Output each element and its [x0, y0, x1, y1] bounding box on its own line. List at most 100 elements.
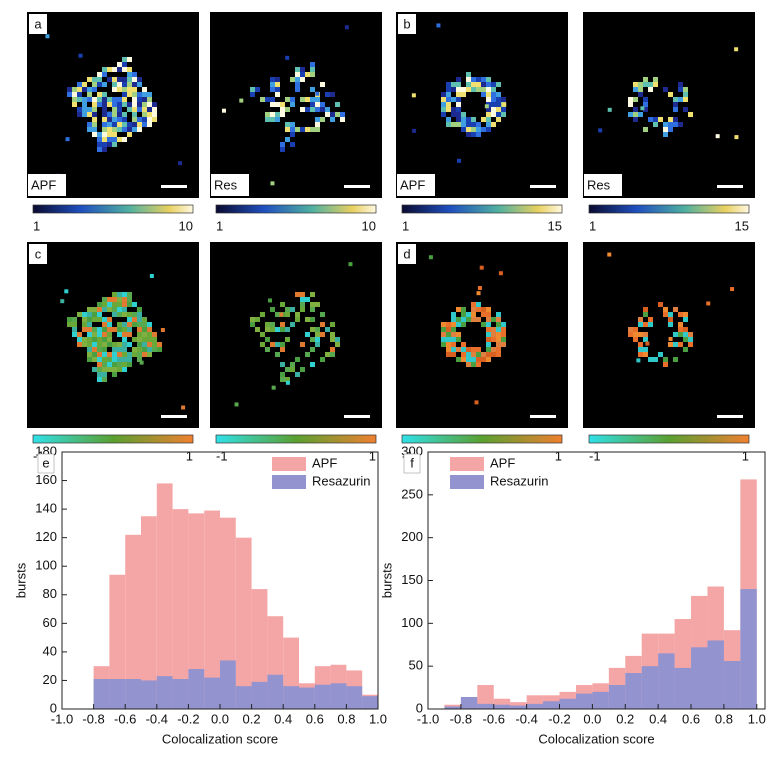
pixel — [315, 342, 320, 347]
pixel — [320, 117, 325, 122]
pixel — [122, 367, 127, 372]
pixel — [147, 327, 152, 332]
pixel — [501, 107, 506, 112]
pixel — [456, 97, 461, 102]
pixel — [127, 327, 132, 332]
pixel — [461, 122, 466, 127]
pixel — [451, 327, 456, 332]
pixel — [633, 87, 638, 92]
pixel — [127, 67, 132, 72]
x-tick-label: 0.6 — [682, 711, 700, 726]
pixel — [496, 82, 501, 87]
pixel — [285, 137, 290, 142]
pixel — [270, 117, 275, 122]
pixel — [92, 132, 97, 137]
legend-label: Resazurin — [490, 473, 549, 488]
pixel — [152, 347, 157, 352]
histogram-bar — [93, 679, 110, 709]
pixel — [673, 97, 678, 102]
pixel — [476, 87, 481, 92]
pixel — [451, 122, 456, 127]
histogram-bar — [156, 483, 173, 709]
pixel — [471, 122, 476, 127]
pixel — [280, 142, 285, 147]
pixel — [491, 112, 496, 117]
pixel — [330, 322, 335, 327]
histogram-bar — [141, 516, 157, 709]
pixel — [87, 112, 92, 117]
pixel — [461, 342, 466, 347]
pixel — [137, 342, 142, 347]
pixel — [486, 97, 491, 102]
pixel — [451, 317, 456, 322]
pixel — [102, 67, 107, 72]
legend-swatch — [450, 475, 484, 489]
pixel — [64, 289, 69, 294]
pixel — [285, 380, 290, 385]
pixel — [255, 327, 260, 332]
pixel — [648, 87, 653, 92]
pixel — [476, 362, 481, 367]
pixel — [97, 357, 102, 362]
pixel — [122, 97, 127, 102]
pixel — [481, 322, 486, 327]
pixel — [330, 92, 335, 97]
pixel — [290, 77, 295, 82]
pixel — [268, 298, 273, 303]
pixel — [127, 352, 132, 357]
pixel — [628, 327, 633, 332]
pixel — [491, 317, 496, 322]
legend-swatch — [450, 457, 484, 471]
pixel — [122, 127, 127, 132]
pixel — [112, 137, 117, 142]
pixel — [678, 327, 683, 332]
pixel — [310, 127, 315, 132]
pixel — [658, 117, 663, 122]
pixel — [127, 87, 132, 92]
colorbar-tick-label: -1 — [216, 448, 228, 463]
pixel — [107, 102, 112, 107]
histogram-bar — [346, 686, 363, 709]
pixel — [678, 332, 683, 337]
pixel — [638, 322, 643, 327]
pixel — [310, 72, 315, 77]
pixel — [102, 92, 107, 97]
pixel — [275, 77, 280, 82]
histogram-bar — [172, 509, 189, 709]
pixel — [97, 77, 102, 82]
pixel — [127, 132, 132, 137]
pixel — [112, 142, 117, 147]
pixel — [315, 332, 320, 337]
pixel — [446, 352, 451, 357]
pixel — [102, 132, 107, 137]
pixel — [112, 312, 117, 317]
pixel — [181, 405, 186, 410]
pixel — [157, 342, 162, 347]
pixel — [486, 337, 491, 342]
pixel — [127, 77, 132, 82]
caption-box — [397, 174, 435, 196]
pixel — [132, 107, 137, 112]
pixel — [60, 299, 65, 304]
pixel — [127, 332, 132, 337]
pixel — [305, 297, 310, 302]
pixel — [466, 312, 471, 317]
x-tick-label: -1.0 — [51, 711, 73, 726]
pixel — [295, 372, 300, 377]
pixel — [137, 107, 142, 112]
pixel — [598, 128, 603, 133]
pixel — [466, 82, 471, 87]
pixel — [648, 317, 653, 322]
pixel — [132, 302, 137, 307]
histogram-bar — [235, 537, 252, 709]
pixel — [658, 302, 663, 307]
pixel — [496, 327, 501, 332]
pixel — [117, 82, 122, 87]
pixel — [486, 317, 491, 322]
pixel — [82, 82, 87, 87]
histogram-bar — [740, 589, 757, 709]
pixel — [102, 122, 107, 127]
pixel — [67, 92, 72, 97]
pixel — [673, 122, 678, 127]
pixel — [122, 292, 127, 297]
